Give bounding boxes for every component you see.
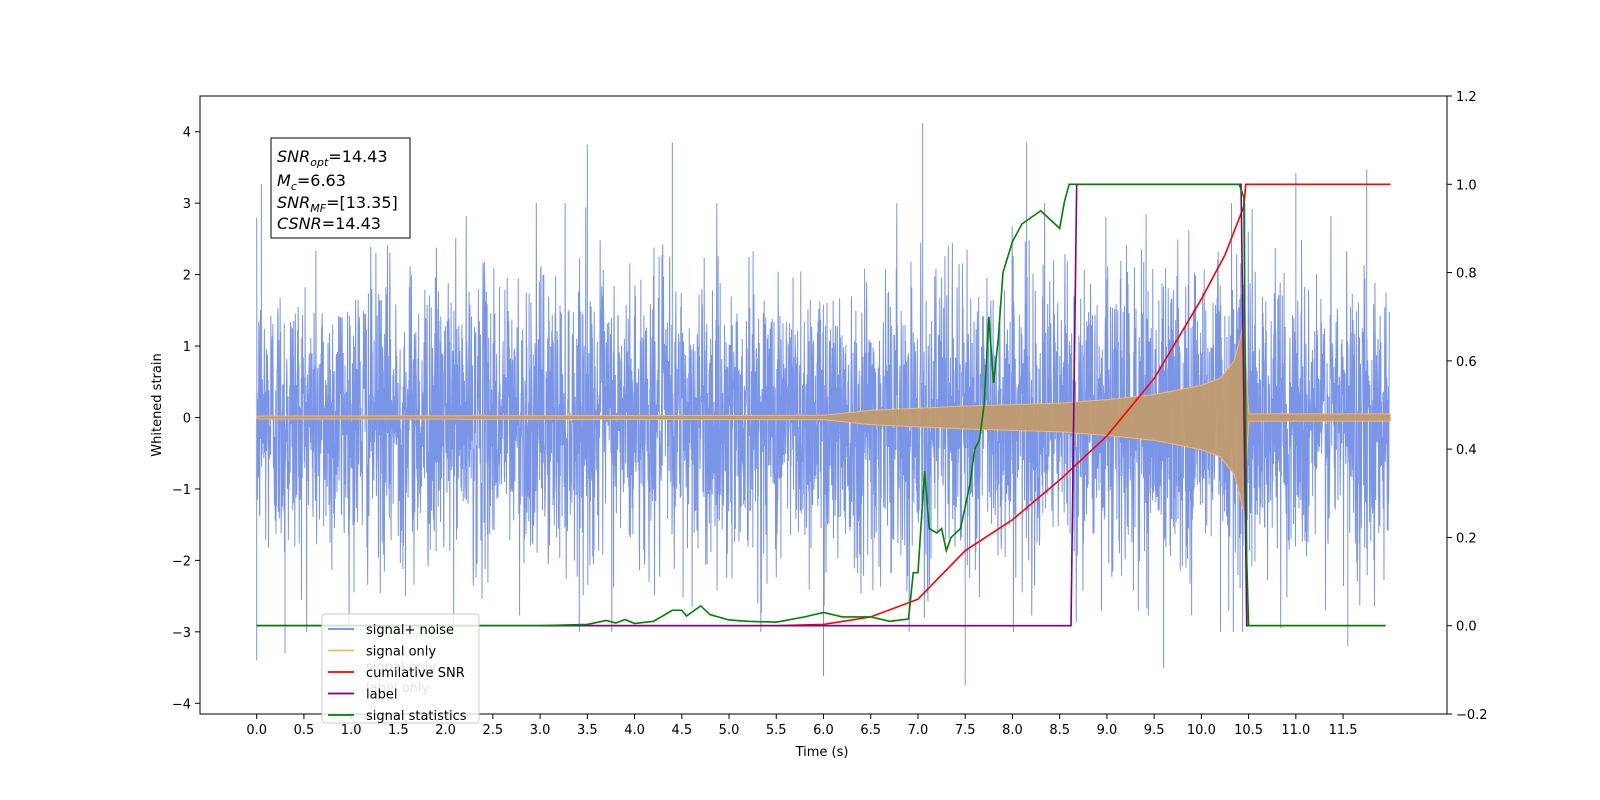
x-tick-label: 5.5 <box>766 723 787 738</box>
y-tick-label: −1 <box>172 483 191 498</box>
legend-ghost-label-label-only: label only <box>366 681 429 696</box>
legend-ghost-label-signal-only: signal only <box>366 660 436 675</box>
x-tick-label: 2.5 <box>483 723 504 738</box>
x-tick-label: 2.0 <box>435 723 456 738</box>
x-tick-label: 8.5 <box>1049 723 1070 738</box>
series-signal-plus-noise <box>256 123 1390 686</box>
y-tick-label: 1 <box>183 340 191 355</box>
y2-tick-label: 0.2 <box>1456 531 1477 546</box>
y-tick-label: 4 <box>183 126 191 141</box>
x-tick-label: 11.0 <box>1281 723 1310 738</box>
series-signal-only <box>256 323 1391 512</box>
legend-frame <box>321 613 480 724</box>
legend-label: signal only <box>366 645 436 660</box>
x-tick-label: 8.0 <box>1002 723 1023 738</box>
y2-tick-label: 0.6 <box>1456 355 1477 370</box>
x-tick-label: 7.0 <box>908 723 929 738</box>
x-tick-label: 0.5 <box>294 723 315 738</box>
x-tick-label: 0.0 <box>246 723 267 738</box>
legend-label: label <box>366 688 397 703</box>
x-tick-label: 6.5 <box>860 723 881 738</box>
x-tick-label: 3.0 <box>530 723 551 738</box>
y-tick-label: −2 <box>172 554 191 569</box>
annotation-box: SNRopt=14.43 Mc=6.63 SNRMF=[13.35] CSNR=… <box>270 137 411 239</box>
x-axis-label: Time (s) <box>795 745 849 760</box>
y2-tick-label: 1.0 <box>1456 178 1477 193</box>
x-tick-label: 6.0 <box>813 723 834 738</box>
x-tick-label: 3.5 <box>577 723 598 738</box>
x-tick-label: 4.0 <box>624 723 645 738</box>
series-layer <box>256 123 1391 686</box>
y2-tick-label: −0.2 <box>1456 708 1488 723</box>
annotation-mc: Mc=6.63 <box>277 171 346 193</box>
legend-label: signal statistics <box>366 709 467 724</box>
y2-tick-label: 0.4 <box>1456 443 1477 458</box>
x-tick-label: 5.0 <box>719 723 740 738</box>
x-tick-label: 9.5 <box>1144 723 1165 738</box>
x-tick-label: 11.5 <box>1329 723 1358 738</box>
y-axis-right: −0.2 0.0 0.2 0.4 0.6 0.8 1.0 1.2 <box>1447 90 1488 723</box>
y-tick-label: 3 <box>183 197 191 212</box>
y-tick-label: 2 <box>183 269 191 284</box>
annotation-csnr: CSNR=14.43 <box>277 214 381 233</box>
y-axis-label: Whitened strain <box>150 353 165 456</box>
x-tick-label: 9.0 <box>1097 723 1118 738</box>
annotation-frame <box>270 137 411 239</box>
y-tick-label: −3 <box>172 626 191 641</box>
x-tick-label: 4.5 <box>671 723 692 738</box>
annotation-snr-mf: SNRMF=[13.35] <box>277 193 398 215</box>
y2-tick-label: 0.8 <box>1456 267 1477 282</box>
x-tick-label: 7.5 <box>955 723 976 738</box>
y-axis-left: −4 −3 −2 −1 0 1 2 3 4 <box>172 126 200 712</box>
y-tick-label: 0 <box>183 412 191 427</box>
x-axis: 0.0 0.5 1.0 1.5 2.0 2.5 3.0 3.5 4.0 4.5 5.0 5.5 6.0 6… <box>246 714 1358 738</box>
y-tick-label: −4 <box>172 697 191 712</box>
series-signal-statistics <box>256 183 1386 627</box>
x-tick-label: 10.0 <box>1187 723 1216 738</box>
legend: signal only label only signal+ noise sign… <box>321 613 480 724</box>
x-tick-label: 10.5 <box>1234 723 1263 738</box>
y2-tick-label: 1.2 <box>1456 90 1477 105</box>
series-cumilative-snr <box>256 183 1391 627</box>
x-tick-label: 1.0 <box>341 723 362 738</box>
legend-label: signal+ noise <box>366 623 454 638</box>
annotation-snr-opt: SNRopt=14.43 <box>277 147 388 169</box>
legend-label: cumilative SNR <box>366 666 465 681</box>
x-tick-label: 1.5 <box>388 723 409 738</box>
y2-tick-label: 0.0 <box>1456 620 1477 635</box>
